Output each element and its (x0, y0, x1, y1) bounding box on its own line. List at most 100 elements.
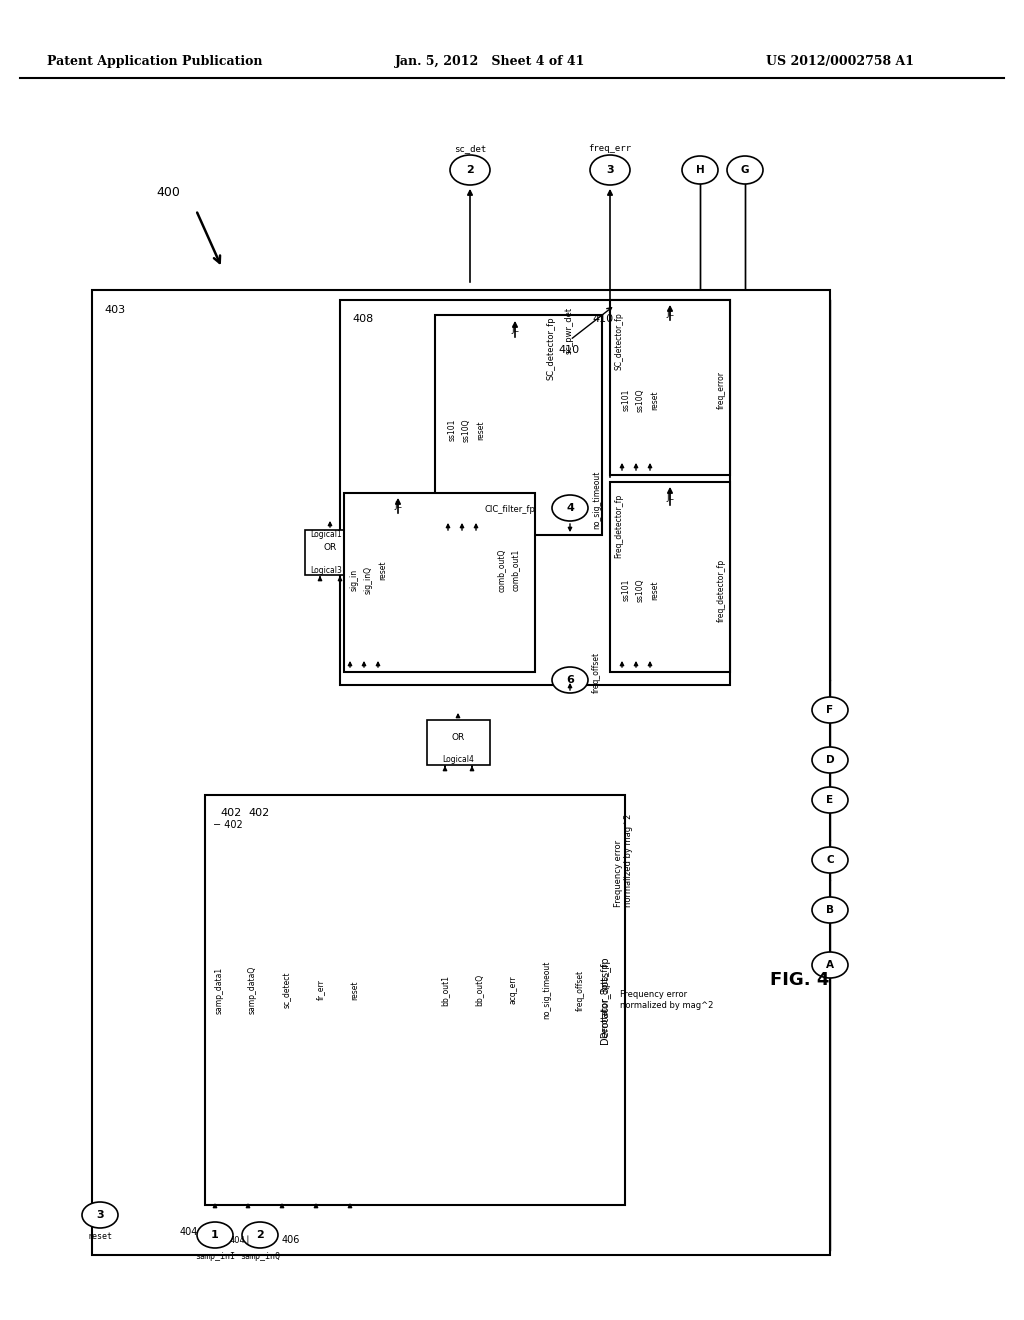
Bar (92, 290, 830, 1255)
Text: Jan. 5, 2012   Sheet 4 of 41: Jan. 5, 2012 Sheet 4 of 41 (395, 55, 585, 69)
Text: JL: JL (667, 309, 674, 318)
Ellipse shape (727, 156, 763, 183)
Text: E: E (826, 795, 834, 805)
Text: sc_detect: sc_detect (282, 972, 291, 1008)
Text: sc_pwr_det: sc_pwr_det (565, 306, 574, 354)
Text: ss10Q: ss10Q (462, 418, 471, 442)
Text: SC_detector_fp: SC_detector_fp (546, 317, 555, 380)
Text: freq_offset: freq_offset (575, 969, 585, 1011)
Text: ss101: ss101 (622, 389, 631, 412)
Text: 6: 6 (566, 675, 573, 685)
Text: reset: reset (350, 981, 359, 999)
Text: 403: 403 (104, 305, 125, 315)
Ellipse shape (812, 847, 848, 873)
Text: sig_in: sig_in (350, 569, 359, 591)
Bar (435, 315, 602, 535)
Text: G: G (740, 165, 750, 176)
Text: sig_inQ: sig_inQ (364, 566, 373, 594)
Bar (610, 482, 730, 672)
Text: Logical4: Logical4 (442, 755, 474, 764)
Bar (305, 531, 355, 576)
Text: Logical3: Logical3 (310, 566, 342, 576)
Text: 408: 408 (352, 314, 374, 323)
Text: 406: 406 (282, 1236, 300, 1245)
Text: C: C (826, 855, 834, 865)
Text: reset: reset (650, 391, 659, 409)
Text: JL: JL (511, 326, 519, 334)
Text: no_sig_timeout: no_sig_timeout (592, 471, 601, 529)
Text: freq_error: freq_error (717, 371, 726, 409)
Ellipse shape (552, 495, 588, 521)
Ellipse shape (812, 952, 848, 978)
Text: Frequency error
normalized by mag^2: Frequency error normalized by mag^2 (614, 813, 634, 907)
Text: 402: 402 (220, 808, 242, 818)
Text: samp_dataQ: samp_dataQ (248, 966, 257, 1014)
Text: 1: 1 (211, 1230, 219, 1239)
Text: B: B (826, 906, 834, 915)
Text: reset: reset (650, 581, 659, 599)
Text: reset: reset (378, 560, 387, 579)
Text: Derotator_3pts_fp: Derotator_3pts_fp (599, 956, 610, 1044)
Bar (427, 719, 490, 766)
Text: ss101: ss101 (622, 578, 631, 601)
Text: samp_inQ: samp_inQ (240, 1251, 280, 1261)
Text: F: F (826, 705, 834, 715)
Text: reset: reset (476, 420, 485, 440)
Text: 404: 404 (179, 1228, 198, 1237)
Text: JL: JL (394, 502, 401, 511)
Text: freq_detector_fp: freq_detector_fp (717, 558, 726, 622)
Text: 410: 410 (593, 314, 614, 323)
Text: 3: 3 (606, 165, 613, 176)
Text: ss10Q: ss10Q (636, 388, 645, 412)
Text: comb_outQ: comb_outQ (497, 548, 506, 591)
Text: JL: JL (667, 494, 674, 503)
Ellipse shape (682, 156, 718, 183)
Text: 400: 400 (156, 186, 180, 198)
Ellipse shape (590, 154, 630, 185)
Text: − 402: − 402 (213, 820, 243, 830)
Text: bb_out1: bb_out1 (440, 974, 449, 1006)
Ellipse shape (812, 697, 848, 723)
Text: OR: OR (452, 733, 465, 742)
Bar (340, 300, 730, 685)
Text: OR: OR (324, 544, 337, 553)
Ellipse shape (450, 154, 490, 185)
Text: 2: 2 (466, 165, 474, 176)
Text: Patent Application Publication: Patent Application Publication (47, 55, 263, 69)
Text: ss101: ss101 (449, 418, 457, 441)
Bar (610, 300, 730, 475)
Text: 402: 402 (248, 808, 269, 818)
Text: FIG. 4: FIG. 4 (770, 972, 829, 989)
Text: 3: 3 (96, 1210, 103, 1220)
Text: SC_detector_fp: SC_detector_fp (614, 312, 623, 370)
Bar (344, 492, 535, 672)
Text: D: D (825, 755, 835, 766)
Text: A: A (826, 960, 834, 970)
Text: 2: 2 (256, 1230, 264, 1239)
Ellipse shape (82, 1203, 118, 1228)
Text: CIC_filter_fp: CIC_filter_fp (484, 506, 535, 513)
Text: Frequency error
normalized by mag^2: Frequency error normalized by mag^2 (620, 990, 714, 1010)
Text: 410: 410 (558, 345, 580, 355)
Text: acq_err: acq_err (508, 975, 517, 1005)
Ellipse shape (812, 787, 848, 813)
Text: ss10Q: ss10Q (636, 578, 645, 602)
Text: Freq_detector_fp: Freq_detector_fp (614, 494, 623, 558)
Text: bb_outQ: bb_outQ (474, 974, 483, 1006)
Text: H: H (695, 165, 705, 176)
Text: fr_err: fr_err (316, 979, 325, 1001)
Text: comb_out1: comb_out1 (511, 549, 520, 591)
Text: freq_offset: freq_offset (592, 652, 601, 693)
Text: freq_err: freq_err (589, 144, 632, 153)
Text: samp_inI: samp_inI (195, 1251, 234, 1261)
Text: 404⎪: 404⎪ (230, 1236, 252, 1245)
Ellipse shape (242, 1222, 278, 1247)
Bar (205, 795, 625, 1205)
Text: samp_data1: samp_data1 (215, 966, 224, 1014)
Text: 4: 4 (566, 503, 573, 513)
Ellipse shape (552, 667, 588, 693)
Text: Logical1: Logical1 (310, 531, 342, 539)
Text: sc_det: sc_det (454, 144, 486, 153)
Text: Derotator_8pts_fp: Derotator_8pts_fp (600, 962, 609, 1038)
Ellipse shape (197, 1222, 233, 1247)
